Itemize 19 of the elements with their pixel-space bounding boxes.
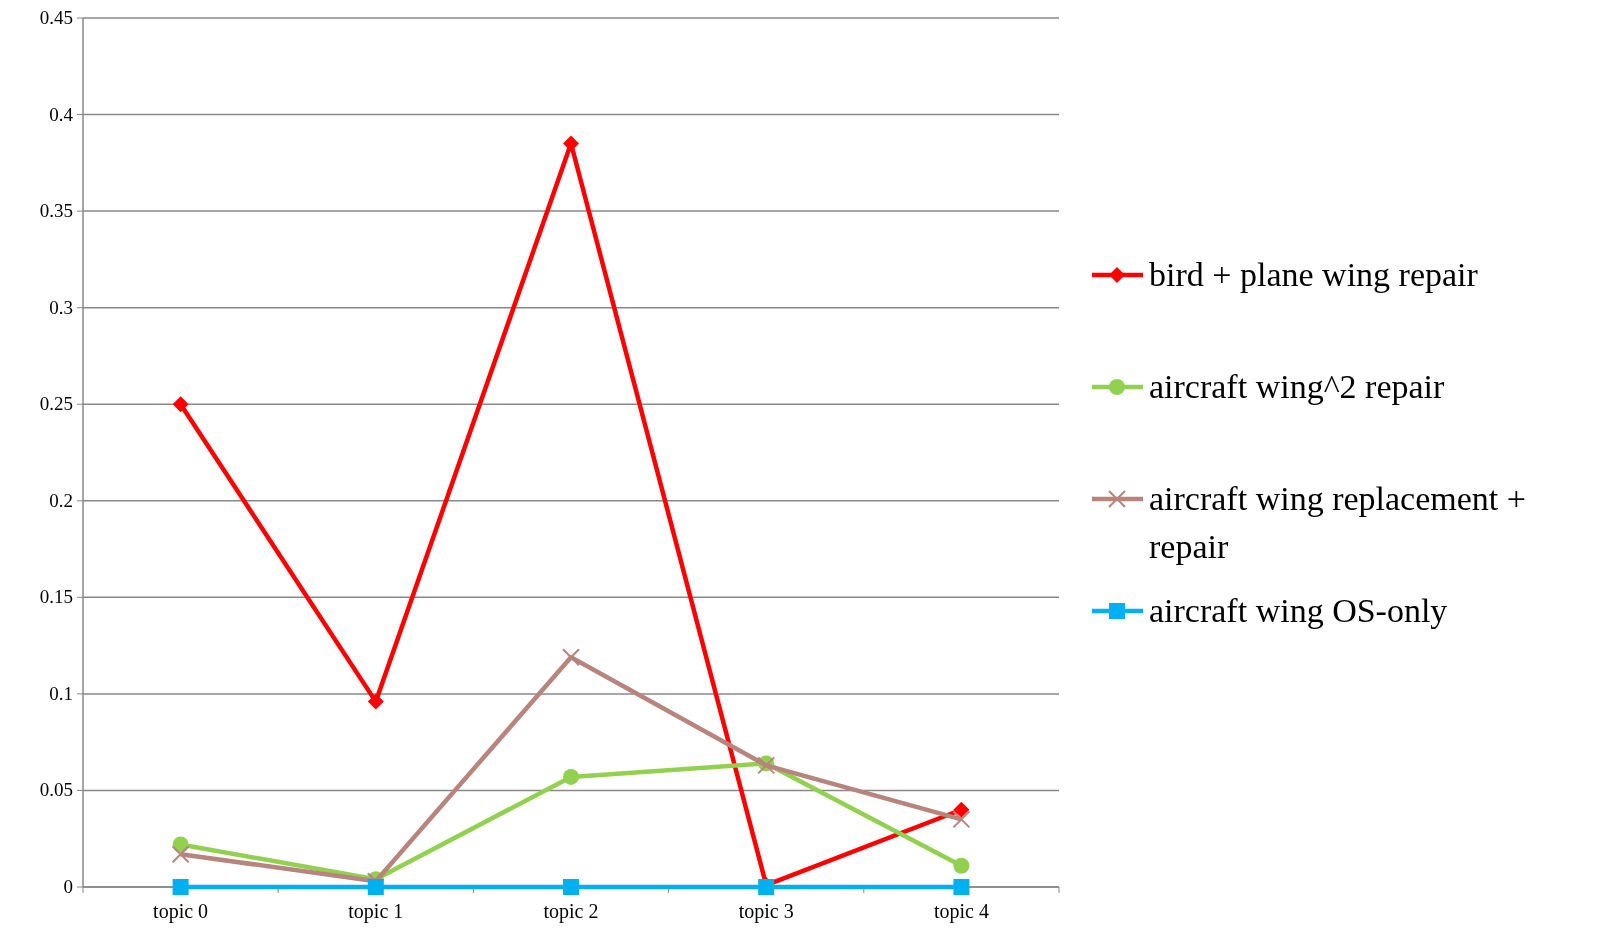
y-tick-label: 0.05 xyxy=(39,779,73,801)
x-tick-label: topic 1 xyxy=(348,900,404,923)
y-tick-label: 0.2 xyxy=(49,489,73,511)
y-tick-label: 0.1 xyxy=(49,682,73,704)
y-tick-label: 0.35 xyxy=(39,200,73,222)
y-tick-label: 0.4 xyxy=(49,103,74,125)
legend-label: aircraft wing OS-only xyxy=(1149,592,1448,629)
x-tick-label: topic 2 xyxy=(543,900,599,923)
y-tick-label: 0.3 xyxy=(49,296,73,318)
x-tick-label: topic 4 xyxy=(933,900,989,923)
x-tick-label: topic 0 xyxy=(153,900,209,923)
y-tick-label: 0 xyxy=(63,876,73,897)
y-tick-label: 0.15 xyxy=(39,586,73,608)
legend-label: bird + plane wing repair xyxy=(1149,256,1479,293)
legend-label: aircraft wing replacement + repair xyxy=(1149,480,1526,565)
y-tick-label: 0.45 xyxy=(39,7,73,28)
legend-label: aircraft wing^2 repair xyxy=(1149,368,1446,405)
x-tick-label: topic 3 xyxy=(738,900,794,923)
y-tick-label: 0.25 xyxy=(39,393,73,415)
